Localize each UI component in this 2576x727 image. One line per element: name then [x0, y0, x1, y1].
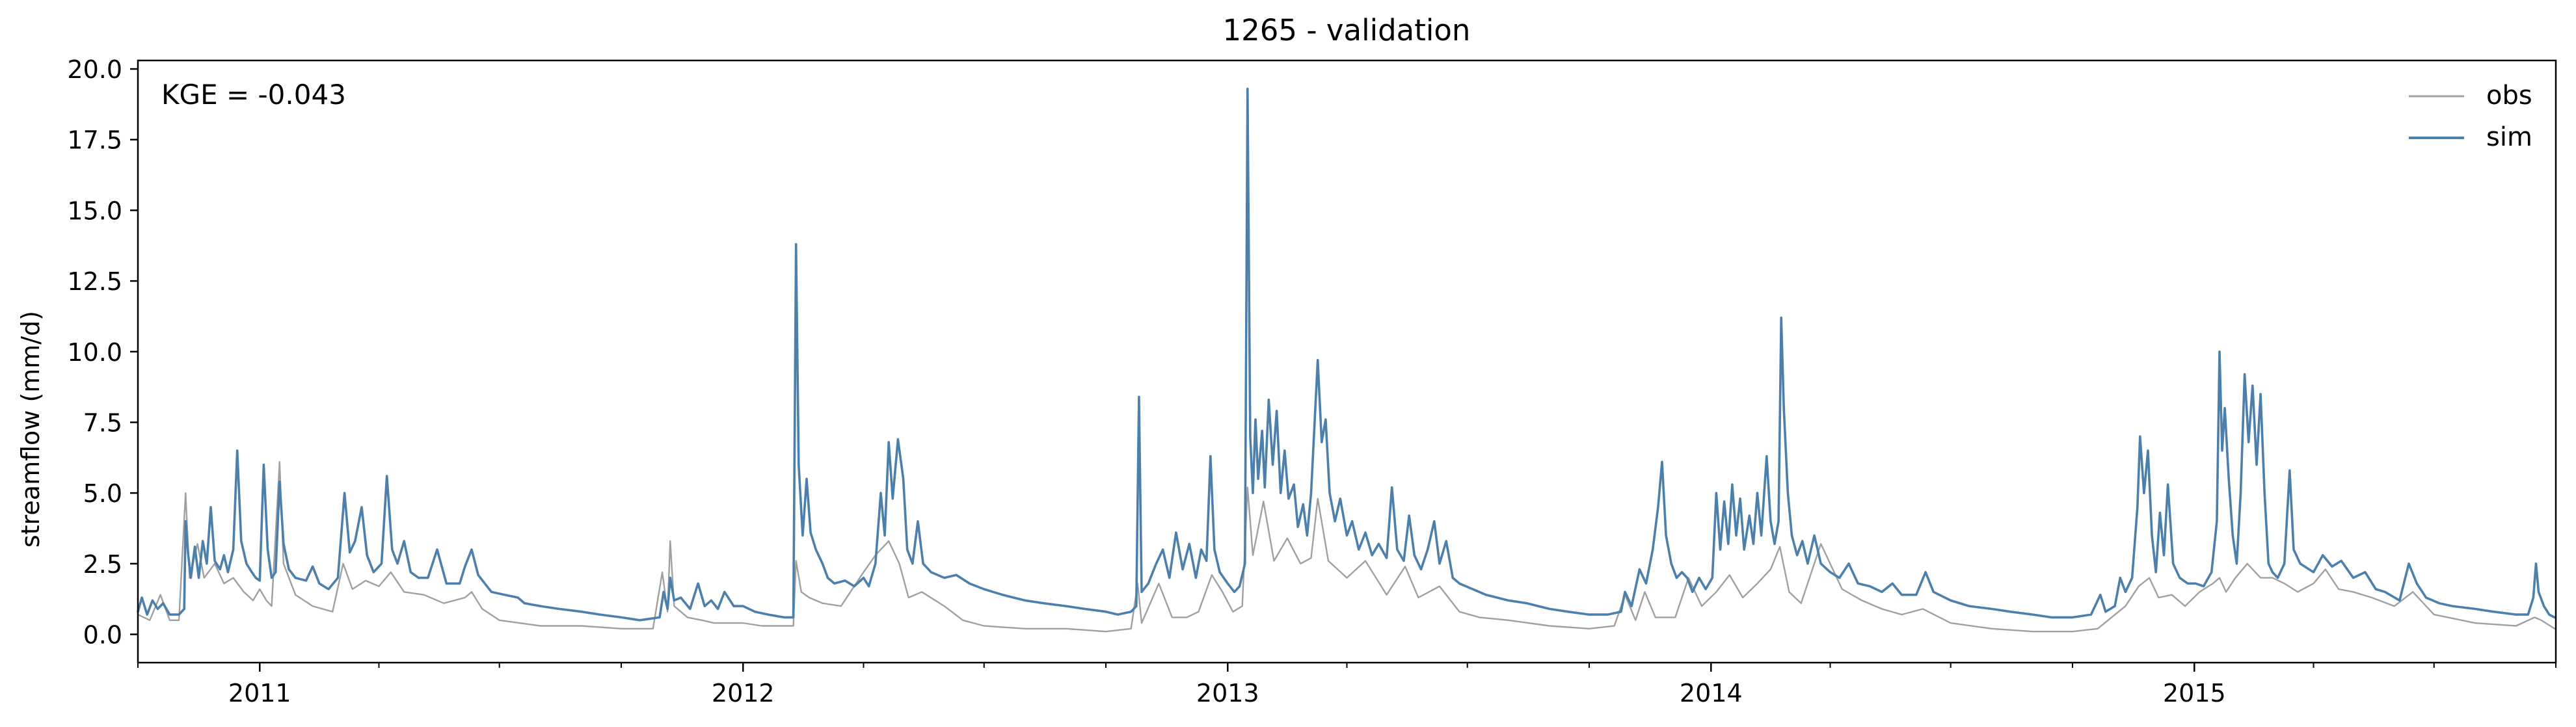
y-tick-label: 5.0: [83, 479, 122, 508]
series-line-obs: [137, 461, 2556, 633]
y-tick-label: 17.5: [67, 126, 122, 155]
chart-title: 1265 - validation: [1223, 13, 1471, 47]
x-tick-label: 2012: [712, 679, 775, 707]
legend-sim-label: sim: [2486, 122, 2532, 152]
series-line-sim: [137, 87, 2556, 622]
y-tick-label: 12.5: [67, 267, 122, 296]
y-tick-label: 15.0: [67, 196, 122, 225]
y-tick-label: 20.0: [67, 55, 122, 84]
x-axis: 2011 2012 2013 2014 2015: [137, 663, 2556, 707]
legend-obs-label: obs: [2486, 81, 2532, 111]
y-axis-label: streamflow (mm/d): [16, 311, 45, 548]
legend: obs sim: [2409, 81, 2532, 152]
y-tick-label: 10.0: [67, 338, 122, 367]
x-tick-label: 2014: [1680, 679, 1743, 707]
x-tick-label: 2015: [2163, 679, 2226, 707]
x-tick-label: 2013: [1196, 679, 1259, 707]
x-tick-label: 2011: [228, 679, 291, 707]
kge-annotation: KGE = -0.043: [161, 79, 346, 111]
plot-area: [137, 87, 2556, 633]
y-tick-label: 2.5: [83, 550, 122, 579]
y-axis: 0.0 2.5 5.0 7.5 10.0 12.5 15.0 17.5 20.0: [67, 55, 138, 650]
y-tick-label: 7.5: [83, 408, 122, 437]
y-tick-label: 0.0: [83, 621, 122, 650]
